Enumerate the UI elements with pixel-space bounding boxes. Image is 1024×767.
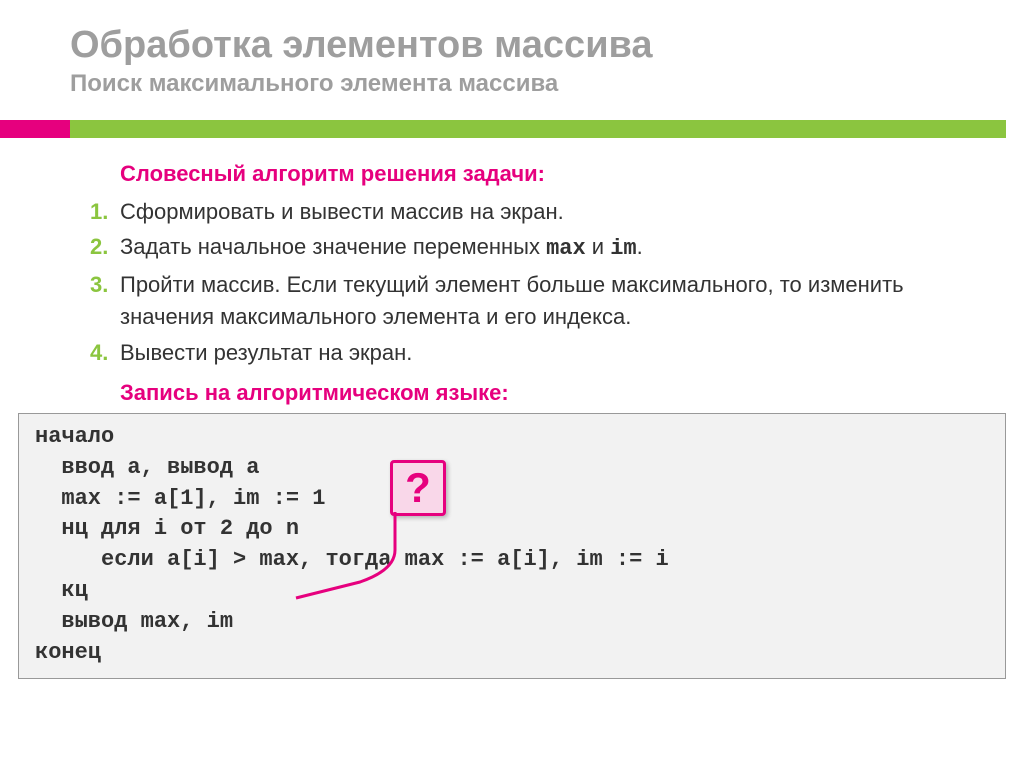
step-2-code-im: im: [610, 236, 636, 261]
code-box: начало ввод a, вывод a max := a[1], im :…: [18, 413, 1006, 679]
slide-subtitle: Поиск максимального элемента массива: [70, 70, 1024, 98]
slide-title: Обработка элементов массива: [70, 24, 1024, 68]
content-area: Словесный алгоритм решения задачи: Сформ…: [0, 138, 1024, 409]
step-4: Вывести результат на экран.: [90, 337, 964, 369]
step-2: Задать начальное значение переменных max…: [90, 231, 964, 265]
accent-bar-left: [0, 120, 70, 138]
step-1: Сформировать и вывести массив на экран.: [90, 196, 964, 228]
step-2-suffix: .: [637, 234, 643, 259]
algorithm-heading: Словесный алгоритм решения задачи:: [120, 158, 964, 190]
steps-list: Сформировать и вывести массив на экран. …: [90, 196, 964, 369]
step-2-mid: и: [586, 234, 611, 259]
accent-bar-right: [70, 120, 1006, 138]
code-heading: Запись на алгоритмическом языке:: [120, 377, 964, 409]
step-3: Пройти массив. Если текущий элемент боль…: [90, 269, 964, 333]
code-listing: начало ввод a, вывод a max := a[1], im :…: [35, 422, 989, 668]
step-2-prefix: Задать начальное значение переменных: [120, 234, 546, 259]
step-2-code-max: max: [546, 236, 586, 261]
accent-bar: [0, 120, 1024, 138]
